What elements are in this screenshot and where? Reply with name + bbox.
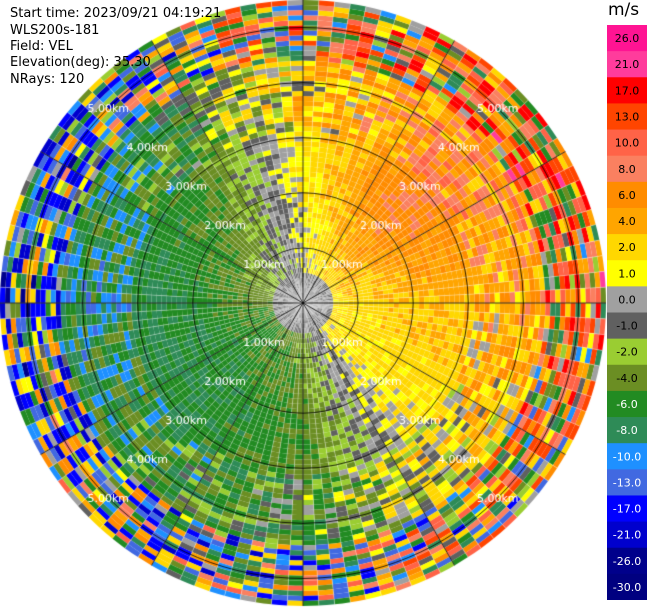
colorbar-tick-label: -26.0	[613, 555, 641, 568]
colorbar-unit: m/s	[608, 0, 640, 20]
colorbar-tick-label: 17.0	[615, 84, 640, 97]
colorbar-swatch	[607, 495, 647, 523]
ppi-velocity-plot	[0, 0, 607, 607]
colorbar-tick-label: 26.0	[615, 32, 640, 45]
colorbar: 26.0 21.0 17.0 13.0 10.0 8.0 6.0 4.0 2.0 1.0 0.0 -1…	[607, 25, 647, 600]
colorbar-tick-label: 10.0	[615, 137, 640, 150]
colorbar-swatch	[607, 234, 647, 261]
colorbar-swatch	[607, 469, 647, 496]
colorbar-swatch	[607, 155, 647, 183]
colorbar-swatch	[607, 547, 647, 575]
colorbar-tick-label: -2.0	[616, 346, 637, 359]
elevation-label: Elevation(deg): 35.30	[10, 55, 151, 70]
field-label: Field: VEL	[10, 39, 73, 54]
colorbar-tick-label: 21.0	[615, 58, 640, 71]
colorbar-tick-label: 13.0	[615, 110, 640, 123]
colorbar-swatch	[607, 181, 647, 209]
colorbar-tick-label: 0.0	[618, 293, 636, 306]
colorbar-swatch	[607, 51, 647, 78]
colorbar-swatch	[607, 521, 647, 549]
nrays-label: NRays: 120	[10, 72, 85, 87]
colorbar-tick-label: -10.0	[613, 450, 641, 463]
colorbar-swatch	[607, 443, 647, 470]
colorbar-tick-label: -8.0	[616, 424, 637, 437]
colorbar-tick-label: 2.0	[618, 241, 636, 254]
colorbar-swatch	[607, 364, 647, 392]
colorbar-swatch	[607, 25, 647, 52]
colorbar-swatch	[607, 312, 647, 340]
start-time-label: Start time: 2023/09/21 04:19:21	[10, 6, 222, 21]
colorbar-tick-label: -1.0	[616, 320, 637, 333]
colorbar-tick-label: 8.0	[618, 163, 636, 176]
colorbar-tick-label: -21.0	[613, 529, 641, 542]
colorbar-tick-label: 1.0	[618, 267, 636, 280]
colorbar-tick-label: -30.0	[613, 581, 641, 594]
colorbar-swatch	[607, 129, 647, 157]
colorbar-swatch	[607, 338, 647, 366]
colorbar-swatch	[607, 103, 647, 131]
colorbar-tick-label: 4.0	[618, 215, 636, 228]
colorbar-swatch	[607, 260, 647, 287]
colorbar-swatch	[607, 286, 647, 313]
colorbar-swatch	[607, 390, 647, 418]
colorbar-tick-label: -17.0	[613, 503, 641, 516]
colorbar-swatch	[607, 573, 647, 600]
colorbar-swatch	[607, 207, 647, 235]
colorbar-tick-label: -13.0	[613, 476, 641, 489]
colorbar-swatch	[607, 77, 647, 104]
colorbar-tick-label: -4.0	[616, 372, 637, 385]
colorbar-tick-label: -6.0	[616, 398, 637, 411]
colorbar-swatch	[607, 417, 647, 444]
colorbar-tick-label: 6.0	[618, 189, 636, 202]
instrument-label: WLS200s-181	[10, 23, 100, 38]
